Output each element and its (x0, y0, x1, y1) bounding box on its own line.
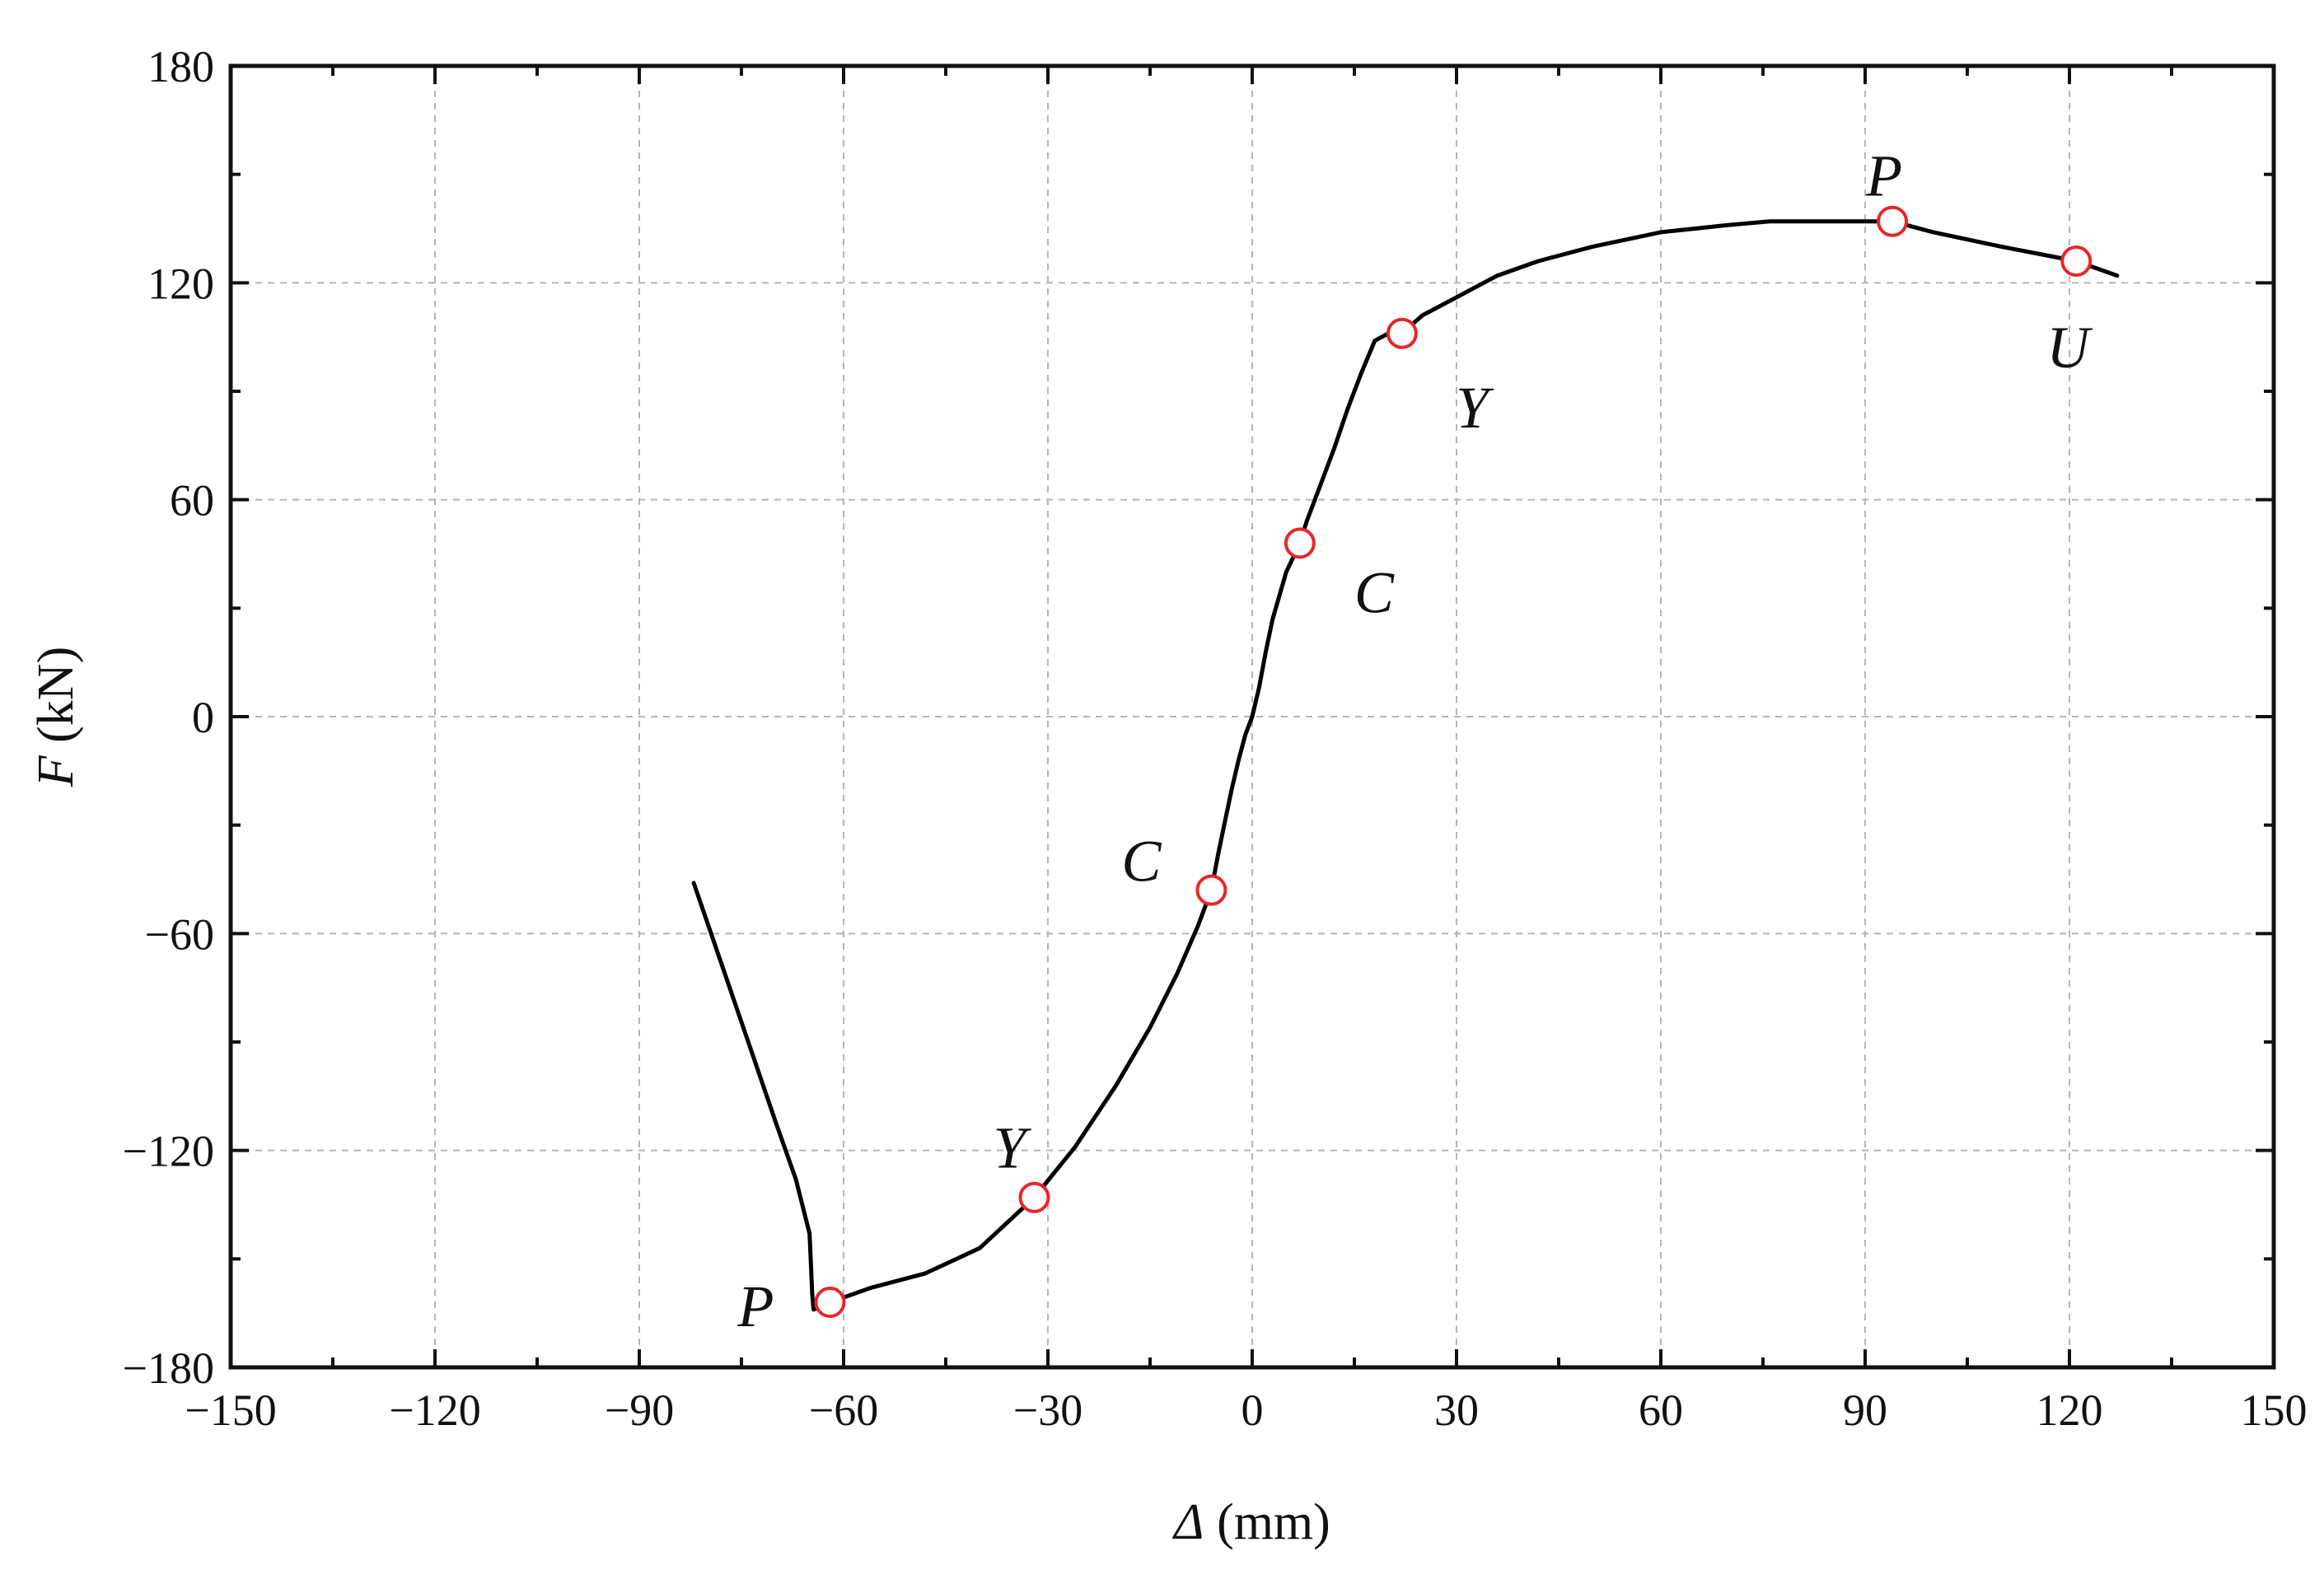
point-label-p: P (1865, 143, 1902, 209)
data-point-marker (1386, 317, 1418, 349)
y-tick-label: −60 (145, 909, 214, 959)
y-axis-title: F (kN) (28, 647, 84, 787)
x-tick-label: 150 (2241, 1385, 2308, 1435)
y-tick-label: −120 (123, 1127, 214, 1176)
y-tick-label: 60 (170, 476, 214, 526)
markers (814, 205, 2093, 1318)
plot-frame (228, 63, 2276, 1370)
point-label-p: P (736, 1273, 774, 1339)
x-tick-label: 0 (1241, 1385, 1264, 1435)
series (691, 219, 2120, 1312)
y-axis-symbol: F (28, 755, 84, 787)
marker-labels: P Y C C Y P U (736, 143, 2093, 1339)
y-tick-label: −180 (123, 1343, 214, 1393)
x-tick-label: −120 (389, 1385, 480, 1435)
point-label-y: Y (1456, 375, 1494, 441)
y-tick-label: 0 (192, 693, 214, 742)
point-label-y: Y (993, 1115, 1031, 1181)
data-point-marker (1018, 1181, 1050, 1213)
x-tick-label: 120 (2036, 1385, 2103, 1435)
x-tick-label: −30 (1013, 1385, 1083, 1435)
data-point-marker (2060, 245, 2093, 277)
point-label-c: C (1354, 559, 1395, 625)
x-axis-title: Δ (mm) (1171, 1494, 1330, 1550)
y-axis-unit: (kN) (28, 647, 84, 756)
tick-labels: −150 −120 −90 −60 −30 0 30 60 90 120 150 −180 −120 −6… (123, 42, 2308, 1435)
y-tick-label: 120 (147, 259, 214, 308)
x-tick-label: 60 (1639, 1385, 1683, 1435)
data-point-marker (814, 1287, 846, 1318)
point-label-u: U (2046, 315, 2093, 381)
x-tick-label: −90 (605, 1385, 674, 1435)
x-tick-label: −60 (809, 1385, 878, 1435)
x-axis-unit: (mm) (1204, 1494, 1330, 1550)
x-tick-label: 30 (1434, 1385, 1479, 1435)
data-point-marker (1195, 874, 1227, 906)
data-point-marker (1877, 205, 1909, 237)
x-tick-label: −150 (185, 1385, 276, 1435)
x-tick-label: 90 (1843, 1385, 1887, 1435)
point-label-c: C (1121, 829, 1162, 895)
x-axis-symbol: Δ (1171, 1494, 1204, 1550)
skeleton-curve-line (691, 219, 2120, 1312)
data-point-marker (1284, 527, 1316, 559)
y-tick-label: 180 (147, 42, 214, 91)
